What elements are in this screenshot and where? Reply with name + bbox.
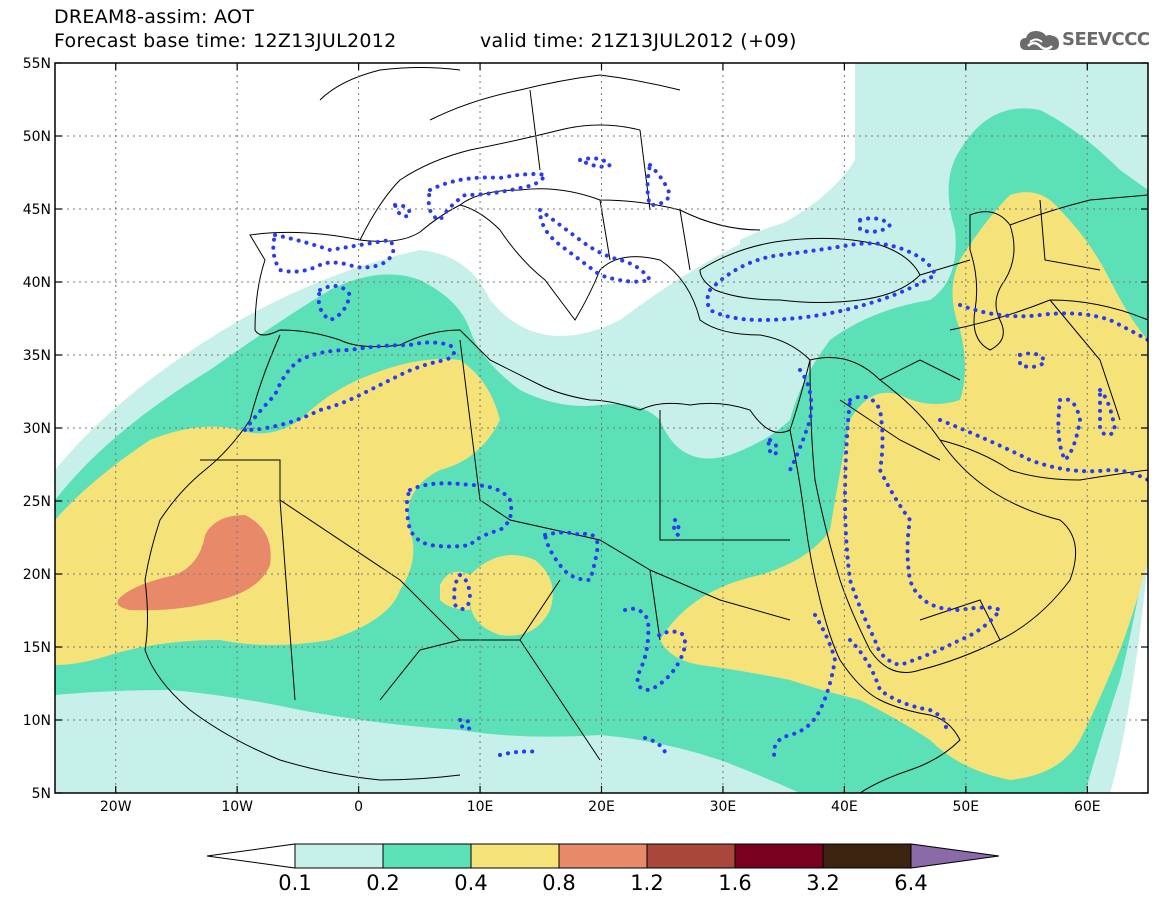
colorbar-label: 3.2 [806,871,839,895]
cloud-icon [1020,31,1059,51]
colorbar-label: 0.1 [278,871,311,895]
lat-label: 50N [23,129,51,145]
colorbar-box [646,843,736,869]
aot-band-0.8 [117,515,271,611]
lon-label: 0 [354,799,363,815]
colorbar-label: 6.4 [894,871,927,895]
lon-label: 20W [100,799,132,815]
colorbar-box [822,843,912,869]
lon-label: 10W [221,799,253,815]
valid-time: valid time: 21Z13JUL2012 (+09) [480,30,797,52]
coastlines-borders [144,67,1148,793]
colorbar-label: 1.6 [718,871,751,895]
lat-label: 10N [23,713,51,729]
lat-label: 35N [23,348,51,364]
colorbar-box [734,843,824,869]
colorbar-label: 0.8 [542,871,575,895]
lat-label: 40N [23,275,51,291]
lon-label: 20E [588,799,615,815]
colorbar-lower-arrow [206,843,296,869]
logo-text: SEEVCCC [1062,29,1150,50]
lat-label: 15N [23,640,51,656]
lon-label: 10E [467,799,494,815]
map-axes: 55N 50N 45N 40N 35N 30N 25N 20N 15N 10N 5N 20W 10W 0 1… [23,56,1148,815]
lon-label: 50E [952,799,979,815]
colorbar-box [558,843,648,869]
forecast-base-time: Forecast base time: 12Z13JUL2012 [54,30,397,52]
colorbar-label: 1.2 [630,871,663,895]
lat-label: 45N [23,202,51,218]
colorbar-box [294,843,384,869]
lat-label: 30N [23,421,51,437]
map-title: DREAM8-assim: AOT [54,6,255,28]
lat-label: 25N [23,494,51,510]
colorbar-box [470,843,560,869]
graticule [55,63,1148,793]
lon-label: 60E [1074,799,1101,815]
aot-band-0.4-east [660,192,1148,781]
colorbar-upper-arrow [910,843,1000,869]
lat-label: 5N [32,786,51,802]
lat-label: 20N [23,567,51,583]
colorbar: 0.1 0.2 0.4 0.8 1.2 1.6 3.2 6.4 [206,843,1000,895]
colorbar-label: 0.4 [454,871,487,895]
lat-label: 55N [23,56,51,72]
colorbar-box [382,843,472,869]
lon-label: 30E [710,799,737,815]
aot-field [55,63,1148,793]
colorbar-label: 0.2 [366,871,399,895]
seevccc-logo: SEEVCCC [1018,24,1158,58]
lon-label: 40E [831,799,858,815]
